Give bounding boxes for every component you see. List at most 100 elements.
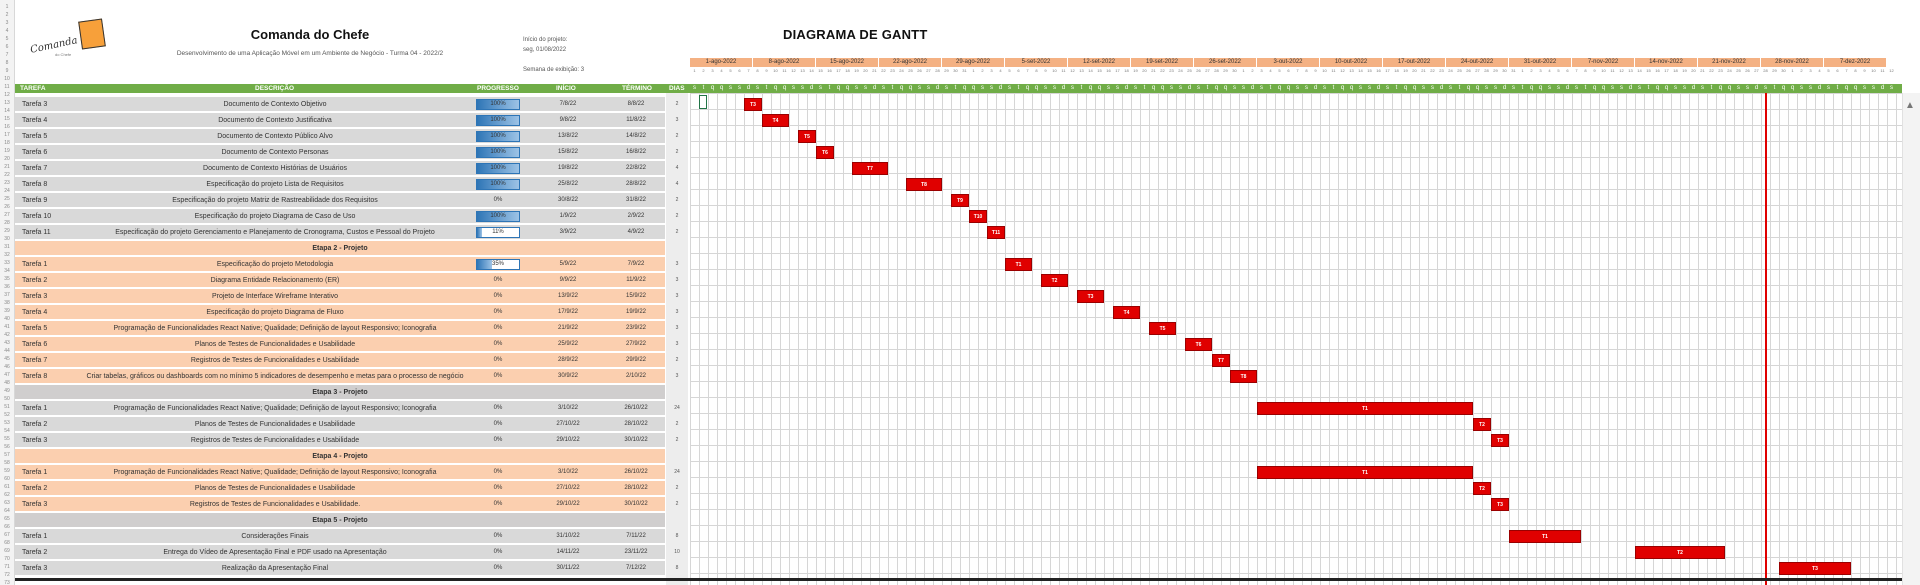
gantt-bar[interactable]: T3 — [1491, 498, 1509, 511]
task-name-cell[interactable]: Tarefa 1 — [22, 533, 48, 540]
table-row[interactable] — [15, 465, 665, 480]
days-cell[interactable]: 2 — [675, 485, 679, 491]
start-date-cell[interactable]: 30/9/22 — [557, 373, 579, 379]
row-number[interactable]: 67 — [4, 532, 10, 538]
row-number[interactable]: 50 — [4, 396, 10, 402]
table-row[interactable] — [15, 353, 665, 368]
row-number[interactable]: 16 — [4, 124, 10, 130]
row-number[interactable]: 23 — [4, 180, 10, 186]
task-description-cell[interactable]: Criar tabelas, gráficos ou dashboards co… — [86, 373, 464, 380]
days-cell[interactable]: 4 — [675, 165, 679, 171]
start-date-cell[interactable]: 5/9/22 — [559, 261, 577, 267]
task-name-cell[interactable]: Tarefa 1 — [22, 261, 48, 268]
end-date-cell[interactable]: 14/8/22 — [625, 133, 647, 139]
progress-value-cell[interactable]: 100% — [490, 165, 506, 171]
task-name-cell[interactable]: Tarefa 9 — [22, 197, 48, 204]
task-name-cell[interactable]: Tarefa 2 — [22, 485, 48, 492]
row-number[interactable]: 12 — [4, 92, 10, 98]
task-description-cell[interactable]: Diagrama Entidade Relacionamento (ER) — [210, 277, 340, 284]
end-date-cell[interactable]: 2/9/22 — [627, 213, 645, 219]
end-date-cell[interactable]: 11/9/22 — [626, 277, 646, 283]
row-number[interactable]: 30 — [4, 236, 10, 242]
row-number[interactable]: 56 — [4, 444, 10, 450]
days-cell[interactable]: 10 — [674, 549, 680, 555]
task-name-cell[interactable]: Tarefa 1 — [22, 405, 48, 412]
end-date-cell[interactable]: 29/9/22 — [625, 357, 647, 363]
row-number[interactable]: 73 — [4, 580, 10, 585]
table-row[interactable] — [15, 337, 665, 352]
end-date-cell[interactable]: 28/10/22 — [624, 485, 648, 491]
days-cell[interactable]: 2 — [675, 197, 679, 203]
end-date-cell[interactable]: 30/10/22 — [624, 501, 648, 507]
task-name-cell[interactable]: Tarefa 3 — [22, 101, 48, 108]
start-date-cell[interactable]: 17/9/22 — [557, 309, 579, 315]
task-description-cell[interactable]: Programação de Funcionalidades React Nat… — [113, 325, 437, 332]
progress-value-cell[interactable]: 0% — [493, 309, 503, 315]
row-number[interactable]: 66 — [4, 524, 10, 530]
days-cell[interactable]: 2 — [675, 357, 679, 363]
row-number[interactable]: 1 — [5, 4, 9, 10]
row-number[interactable]: 64 — [4, 508, 10, 514]
row-number[interactable]: 69 — [4, 548, 10, 554]
row-number[interactable]: 52 — [4, 412, 10, 418]
row-number[interactable]: 41 — [4, 324, 10, 330]
row-number[interactable]: 20 — [4, 156, 10, 162]
task-description-cell[interactable]: Registros de Testes de Funcionalidades e… — [190, 437, 360, 444]
progress-value-cell[interactable]: 0% — [493, 533, 503, 539]
gantt-bar[interactable]: T1 — [1509, 530, 1581, 543]
table-row[interactable] — [15, 529, 665, 544]
row-number[interactable]: 57 — [4, 452, 10, 458]
table-row[interactable] — [15, 497, 665, 512]
row-number[interactable]: 17 — [4, 132, 10, 138]
start-date-cell[interactable]: 31/10/22 — [556, 533, 580, 539]
row-number[interactable]: 32 — [4, 252, 10, 258]
start-date-cell[interactable]: 3/10/22 — [557, 469, 579, 475]
task-name-cell[interactable]: Tarefa 2 — [22, 549, 48, 556]
days-cell[interactable]: 3 — [675, 373, 679, 379]
progress-value-cell[interactable]: 100% — [490, 149, 506, 155]
row-number[interactable]: 47 — [4, 372, 10, 378]
days-cell[interactable]: 2 — [675, 213, 679, 219]
row-number[interactable]: 71 — [4, 564, 10, 570]
gantt-bar[interactable]: T4 — [1113, 306, 1140, 319]
row-number[interactable]: 29 — [4, 228, 10, 234]
gantt-bar[interactable]: T7 — [852, 162, 888, 175]
task-name-cell[interactable]: Tarefa 8 — [22, 181, 48, 188]
days-cell[interactable]: 3 — [675, 293, 679, 299]
row-number[interactable]: 42 — [4, 332, 10, 338]
task-name-cell[interactable]: Tarefa 1 — [22, 469, 48, 476]
start-date-cell[interactable]: 3/9/22 — [559, 229, 577, 235]
table-row[interactable] — [15, 545, 665, 560]
progress-value-cell[interactable]: 0% — [493, 277, 503, 283]
row-number[interactable]: 68 — [4, 540, 10, 546]
row-number[interactable]: 70 — [4, 556, 10, 562]
table-row[interactable] — [15, 417, 665, 432]
gantt-bar[interactable]: T6 — [1185, 338, 1212, 351]
gantt-bar[interactable]: T6 — [816, 146, 834, 159]
row-number[interactable]: 5 — [5, 36, 9, 42]
gantt-bar[interactable]: T9 — [951, 194, 969, 207]
row-number[interactable]: 4 — [5, 28, 9, 34]
days-cell[interactable]: 2 — [675, 101, 679, 107]
progress-value-cell[interactable]: 0% — [493, 197, 503, 203]
days-cell[interactable]: 2 — [675, 149, 679, 155]
gantt-bar[interactable]: T11 — [987, 226, 1005, 239]
task-description-cell[interactable]: Planos de Testes de Funcionalidades e Us… — [194, 485, 356, 492]
task-name-cell[interactable]: Tarefa 3 — [22, 565, 48, 572]
task-description-cell[interactable]: Considerações Finais — [241, 533, 309, 540]
row-number[interactable]: 51 — [4, 404, 10, 410]
days-cell[interactable]: 2 — [675, 421, 679, 427]
gantt-bar[interactable]: T2 — [1473, 418, 1491, 431]
row-number[interactable]: 10 — [4, 76, 10, 82]
progress-value-cell[interactable]: 0% — [493, 357, 503, 363]
task-description-cell[interactable]: Especificação do projeto Lista de Requis… — [206, 181, 344, 188]
task-description-cell[interactable]: Documento de Contexto Justificativa — [218, 117, 332, 124]
gantt-bar[interactable]: T4 — [762, 114, 789, 127]
gantt-bar[interactable]: T7 — [1212, 354, 1230, 367]
progress-value-cell[interactable]: 100% — [490, 133, 506, 139]
start-date-cell[interactable]: 25/8/22 — [557, 181, 579, 187]
end-date-cell[interactable]: 30/10/22 — [624, 437, 648, 443]
progress-value-cell[interactable]: 0% — [493, 421, 503, 427]
progress-value-cell[interactable]: 100% — [490, 117, 506, 123]
week-display-label[interactable]: Semana de exibição: 3 — [523, 67, 585, 73]
